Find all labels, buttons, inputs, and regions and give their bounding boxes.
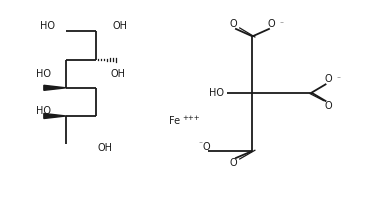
Text: HO: HO [36, 106, 51, 116]
Text: O: O [324, 101, 332, 111]
Text: HO: HO [209, 88, 224, 98]
Text: OH: OH [97, 143, 112, 153]
Text: O: O [268, 19, 276, 29]
Polygon shape [44, 85, 66, 90]
Text: HO: HO [36, 69, 51, 79]
Text: OH: OH [110, 69, 125, 79]
Text: ⁻: ⁻ [198, 139, 202, 148]
Text: O: O [324, 74, 332, 84]
Text: ⁻: ⁻ [279, 19, 283, 28]
Text: O: O [230, 158, 237, 168]
Text: +++: +++ [182, 115, 200, 121]
Text: ⁻: ⁻ [337, 75, 341, 84]
Text: O: O [202, 142, 210, 152]
Text: HO: HO [40, 21, 55, 31]
Polygon shape [44, 113, 66, 119]
Text: O: O [230, 19, 237, 29]
Text: OH: OH [112, 21, 127, 31]
Text: Fe: Fe [169, 116, 180, 126]
